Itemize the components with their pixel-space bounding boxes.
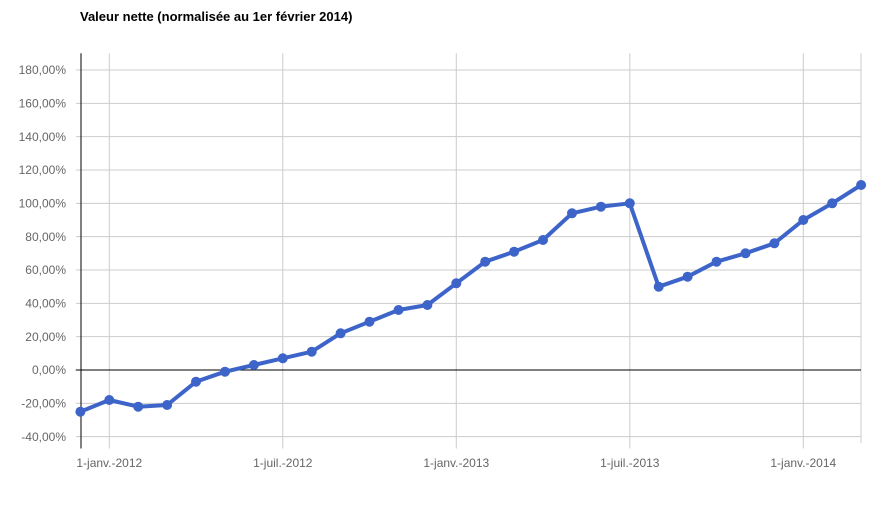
data-point[interactable] [682, 271, 693, 282]
y-axis-tick-label: 0,00% [32, 363, 66, 377]
y-axis-tick-label: 60,00% [25, 263, 66, 277]
y-axis-tick-label: 80,00% [25, 230, 66, 244]
y-axis-tick-label: 140,00% [19, 130, 67, 144]
data-point[interactable] [133, 401, 144, 412]
data-point[interactable] [740, 248, 751, 259]
data-point[interactable] [653, 281, 664, 292]
data-point[interactable] [827, 198, 838, 209]
data-point[interactable] [595, 201, 606, 212]
data-point[interactable] [624, 198, 635, 209]
x-axis-tick-label: 1-janv.-2014 [770, 456, 836, 470]
y-axis-tick-label: -40,00% [21, 430, 66, 444]
y-axis-tick-label: 40,00% [25, 297, 66, 311]
data-point[interactable] [509, 246, 520, 257]
data-point[interactable] [306, 346, 317, 357]
data-point[interactable] [335, 328, 346, 339]
data-point[interactable] [277, 353, 288, 364]
data-point[interactable] [248, 360, 259, 370]
y-axis-tick-label: 20,00% [25, 330, 66, 344]
data-point[interactable] [393, 305, 404, 315]
y-axis-tick-label: -20,00% [21, 397, 66, 411]
data-point[interactable] [422, 300, 433, 310]
data-point[interactable] [75, 406, 86, 417]
data-point[interactable] [480, 256, 491, 267]
data-point[interactable] [191, 376, 201, 387]
data-point[interactable] [451, 278, 462, 289]
data-point[interactable] [711, 256, 722, 267]
data-point[interactable] [856, 180, 867, 190]
y-axis-tick-label: 100,00% [19, 197, 67, 211]
y-axis-tick-label: 160,00% [19, 97, 67, 111]
data-point[interactable] [798, 215, 809, 225]
data-point[interactable] [567, 208, 577, 219]
x-axis-tick-label: 1-janv.-2012 [76, 456, 142, 470]
y-axis-tick-label: 120,00% [19, 163, 67, 177]
chart-title: Valeur nette (normalisée au 1er février … [80, 9, 353, 24]
data-point[interactable] [538, 235, 548, 245]
x-axis-tick-label: 1-juil.-2012 [253, 456, 313, 470]
data-point[interactable] [364, 316, 375, 327]
y-axis-tick-label: 180,00% [19, 63, 67, 77]
x-axis-tick-label: 1-juil.-2013 [600, 456, 660, 470]
data-point[interactable] [104, 395, 115, 405]
data-point[interactable] [162, 400, 173, 410]
data-point[interactable] [220, 366, 230, 377]
series-line [78, 183, 864, 414]
x-axis-tick-label: 1-janv.-2013 [423, 456, 489, 470]
data-point[interactable] [769, 238, 780, 249]
